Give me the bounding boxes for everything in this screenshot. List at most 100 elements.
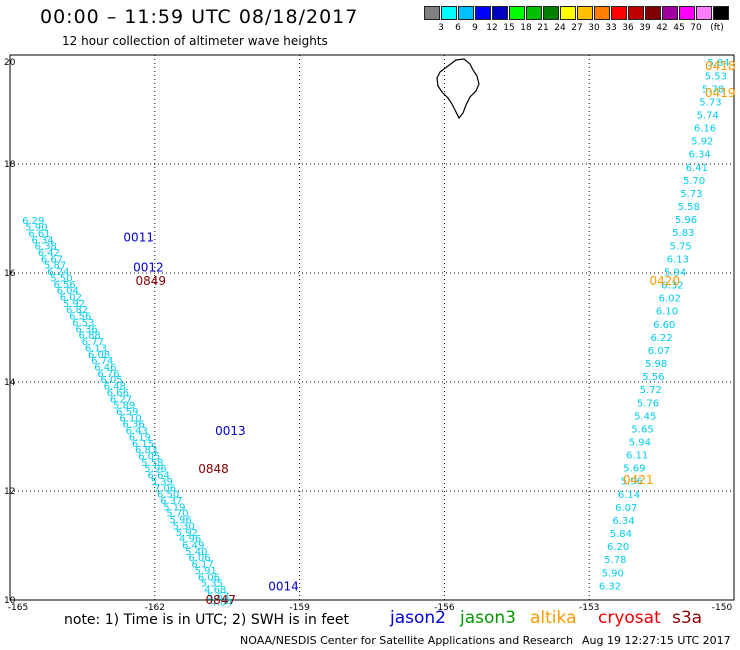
wave-height-value: 4.84 — [210, 598, 232, 609]
colorbar-swatch — [628, 6, 644, 20]
wave-height-value: 5.96 — [675, 215, 697, 226]
wave-height-value: 5.90 — [25, 223, 47, 234]
wave-height-value: 6.34 — [612, 516, 634, 527]
colorbar-swatch — [696, 6, 712, 20]
wave-height-value: 6.05 — [101, 375, 123, 386]
wave-height-value: 5.63 — [207, 591, 229, 602]
wave-height-value: 6.10 — [656, 307, 678, 318]
wave-height-value: 5.53 — [705, 71, 727, 82]
wave-height-value: 6.64 — [148, 471, 170, 482]
colorbar-label: 18 — [520, 23, 532, 33]
wave-height-value: 6.88 — [79, 331, 101, 342]
wave-height-value: 5.73 — [699, 97, 721, 108]
latitude-tick-label: 14 — [4, 378, 16, 388]
altika-pass-time-label: 0420 — [650, 274, 681, 288]
wave-height-value: 6.50 — [157, 490, 179, 501]
legend-jason2: jason2 — [390, 608, 446, 628]
colorbar-label: 42 — [656, 23, 668, 33]
colorbar-swatch — [492, 6, 508, 20]
wave-height-value: 6.48 — [104, 382, 126, 393]
wave-height-value: 5.35 — [201, 579, 223, 590]
wave-height-value: 6.38 — [35, 242, 57, 253]
wave-height-value: 5.96 — [144, 464, 166, 475]
jason2-pass-time-label: 0012 — [133, 261, 164, 275]
wave-height-value: 6.22 — [650, 333, 672, 344]
wave-height-value: 6.67 — [41, 254, 63, 265]
wave-height-value: 6.60 — [653, 320, 675, 331]
latitude-tick-labels: 20 18 16 14 12 10 — [4, 58, 16, 606]
wave-height-value: 5.90 — [602, 568, 624, 579]
longitude-tick-labels: -165 -162 -159 -156 -153 -150 — [8, 603, 733, 613]
wave-height-value: 6.61 — [28, 229, 50, 240]
wave-height-value: 5.40 — [185, 547, 207, 558]
colorbar-swatch — [611, 6, 627, 20]
wave-height-value: 5.19 — [163, 502, 185, 513]
colorbar-label: 9 — [472, 23, 478, 33]
colorbar-label: 12 — [486, 23, 498, 33]
colorbar-label: 6 — [455, 23, 461, 33]
wave-height-value: 6.49 — [182, 541, 204, 552]
wave-height-value: 6.36 — [75, 324, 97, 335]
wave-height-value: 6.27 — [110, 394, 132, 405]
colorbar-unit: (ft) — [710, 23, 724, 33]
legend-s3a: s3a — [672, 608, 703, 628]
wave-height-value: 5.50 — [50, 273, 72, 284]
wave-height-value: 5.92 — [691, 137, 713, 148]
wave-height-value: 6.46 — [94, 362, 116, 373]
wave-height-value: 5.72 — [640, 385, 662, 396]
wave-height-value: 6.06 — [198, 572, 220, 583]
colorbar-label: 3 — [438, 23, 444, 33]
wave-height-value: 6.34 — [688, 150, 710, 161]
wave-height-value: 6.42 — [38, 248, 60, 259]
footer-timestamp: Aug 19 12:27:15 UTC 2017 — [582, 634, 731, 647]
wave-height-value: 6.56 — [69, 312, 91, 323]
wave-height-value: 5.45 — [634, 411, 656, 422]
map-title: 00:00 – 11:59 UTC 08/18/2017 — [40, 6, 359, 28]
wave-height-value: 6.41 — [686, 163, 708, 174]
altimeter-tracks: 6.295.906.616.346.386.426.675.876.245.50… — [22, 58, 730, 609]
legend-altika: altika — [530, 608, 577, 628]
wave-height-value: 6.53 — [72, 318, 94, 329]
colorbar-swatch — [679, 6, 695, 20]
colorbar-swatch — [441, 6, 457, 20]
wave-height-value: 6.37 — [160, 496, 182, 507]
wave-height-value: 6.02 — [60, 293, 82, 304]
colorbar-swatch — [645, 6, 661, 20]
colorbar-swatch — [594, 6, 610, 20]
wave-height-value: 5.56 — [642, 372, 664, 383]
wave-height-value: 5.92 — [63, 299, 85, 310]
wave-height-value: 5.58 — [141, 458, 163, 469]
colorbar-label: 36 — [622, 23, 634, 33]
colorbar-swatch — [543, 6, 559, 20]
colorbar-swatch — [475, 6, 491, 20]
colorbar-swatch — [577, 6, 593, 20]
wave-height-value: 6.06 — [188, 553, 210, 564]
wave-height-value: 6.10 — [119, 413, 141, 424]
wave-height-value: 6.32 — [661, 281, 683, 292]
wave-height-value: 5.30 — [173, 521, 195, 532]
wave-height-value: 5.96 — [170, 515, 192, 526]
wave-height-value: 6.11 — [626, 451, 648, 462]
wave-height-value: 5.84 — [610, 529, 632, 540]
wave-height-value: 6.74 — [91, 356, 113, 367]
gridlines — [10, 55, 734, 600]
wave-height-value: 7.06 — [154, 483, 176, 494]
wave-height-value: 6.76 — [97, 369, 119, 380]
wave-height-value: 5.83 — [672, 228, 694, 239]
wave-height-value: 6.05 — [138, 451, 160, 462]
hawaii-big-island-outline — [436, 58, 480, 120]
jason2-pass-time-label: 0013 — [215, 424, 246, 438]
colorbar-swatch — [560, 6, 576, 20]
s3a-pass-time-label: 0848 — [198, 462, 229, 476]
altika-pass-time-label: 0418 — [705, 59, 736, 73]
footer-credit: NOAA/NESDIS Center for Satellite Applica… — [240, 634, 574, 647]
wave-height-value: 5.73 — [680, 189, 702, 200]
latitude-tick-label: 10 — [4, 596, 16, 606]
wave-height-value: 5.76 — [637, 398, 659, 409]
wave-height-value: 6.14 — [618, 490, 640, 501]
wave-height-value: 6.19 — [129, 432, 151, 443]
colorbar-label: 27 — [571, 23, 583, 33]
colorbar-label: 24 — [554, 23, 566, 33]
wave-height-value: 4.96 — [179, 534, 201, 545]
s3a-pass-time-label: 0847 — [205, 593, 236, 607]
